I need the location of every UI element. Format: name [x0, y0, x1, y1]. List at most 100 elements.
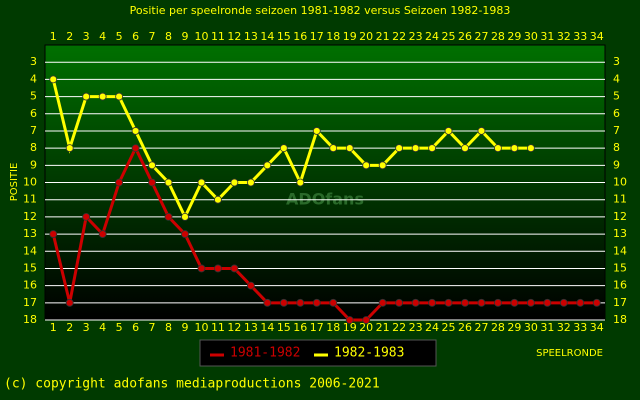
y-tick-label-right: 12	[613, 210, 627, 223]
x-tick-label: 10	[194, 321, 208, 334]
point	[362, 316, 371, 324]
point	[428, 144, 436, 153]
x-tick-label-top: 1	[50, 30, 57, 43]
x-tick-label-top: 23	[409, 30, 423, 43]
point	[230, 178, 239, 187]
x-tick-label: 3	[83, 321, 90, 334]
x-tick-label-top: 6	[132, 30, 139, 43]
x-tick-label: 32	[557, 321, 571, 334]
point	[296, 298, 305, 307]
point	[279, 298, 288, 307]
x-tick-label-top: 16	[293, 30, 307, 43]
point	[82, 212, 91, 221]
point	[411, 144, 420, 153]
x-tick-label-top: 18	[326, 30, 340, 43]
x-tick-label: 20	[359, 321, 373, 334]
x-tick-label: 22	[392, 321, 406, 334]
point	[477, 298, 486, 307]
point	[263, 298, 272, 307]
x-tick-label: 24	[425, 321, 439, 334]
y-tick-label-right: 10	[613, 176, 627, 189]
y-tick-label-right: 5	[613, 90, 620, 103]
x-tick-label: 16	[293, 321, 307, 334]
y-tick-label-right: 3	[613, 55, 620, 68]
point	[395, 298, 404, 307]
point	[543, 298, 552, 307]
x-tick-label: 7	[149, 321, 156, 334]
point	[98, 92, 107, 101]
point	[329, 298, 338, 307]
y-tick-label-right: 7	[613, 124, 620, 137]
y-tick-label-right: 4	[613, 72, 620, 85]
point	[131, 144, 140, 153]
y-tick-label-right: 11	[613, 193, 627, 206]
y-tick-label-right: 18	[613, 313, 627, 326]
x-tick-label-top: 14	[260, 30, 274, 43]
x-tick-label: 21	[376, 321, 390, 334]
x-tick-label-top: 7	[149, 30, 156, 43]
y-tick-label: 12	[23, 210, 37, 223]
x-tick-label: 34	[590, 321, 604, 334]
y-tick-label-right: 15	[613, 261, 627, 274]
x-tick-label: 6	[132, 321, 139, 334]
point	[148, 161, 156, 170]
x-tick-label-top: 34	[590, 30, 604, 43]
point	[312, 127, 321, 135]
x-tick-label: 19	[343, 321, 357, 334]
point	[181, 212, 189, 221]
x-tick-label: 30	[524, 321, 538, 334]
y-tick-label: 13	[23, 227, 37, 240]
x-tick-label: 2	[66, 321, 73, 334]
point	[49, 230, 58, 238]
point	[115, 92, 124, 101]
x-tick-label: 28	[491, 321, 505, 334]
y-tick-label-right: 16	[613, 279, 627, 292]
point	[477, 127, 486, 135]
legend-label: 1982-1983	[334, 346, 404, 361]
x-tick-label: 18	[326, 321, 340, 334]
point	[82, 92, 91, 101]
x-tick-label-top: 32	[557, 30, 571, 43]
point	[510, 144, 519, 153]
series-line	[51, 79, 531, 221]
x-tick-label: 26	[458, 321, 472, 334]
y-tick-label: 4	[30, 72, 37, 85]
x-tick-label-top: 21	[376, 30, 390, 43]
x-tick-label: 29	[507, 321, 521, 334]
point	[378, 298, 387, 307]
point	[444, 298, 453, 307]
point	[65, 298, 74, 307]
series-line	[51, 144, 597, 322]
x-tick-label: 33	[573, 321, 587, 334]
x-tick-label: 31	[540, 321, 554, 334]
point	[428, 298, 436, 307]
y-tick-label: 11	[23, 193, 37, 206]
point	[592, 298, 601, 307]
point	[526, 298, 535, 307]
point	[65, 144, 74, 153]
point	[263, 161, 272, 170]
y-tick-label: 6	[30, 107, 37, 120]
x-tick-label: 15	[277, 321, 291, 334]
x-tick-label-top: 9	[182, 30, 189, 43]
y-tick-label: 7	[30, 124, 37, 137]
x-tick-label-top: 8	[165, 30, 172, 43]
x-tick-label: 5	[116, 321, 123, 334]
x-tick-label-top: 28	[491, 30, 505, 43]
x-tick-label: 4	[99, 321, 106, 334]
y-tick-label-right: 13	[613, 227, 627, 240]
point	[230, 264, 239, 273]
y-tick-label-right: 17	[613, 296, 627, 309]
y-tick-label: 5	[30, 90, 37, 103]
point	[181, 230, 189, 238]
point	[559, 298, 568, 307]
point	[526, 144, 535, 153]
y-tick-label-right: 9	[613, 158, 620, 171]
x-tick-label-top: 15	[277, 30, 291, 43]
y-tick-label: 16	[23, 279, 37, 292]
x-tick-label-top: 29	[507, 30, 521, 43]
x-tick-label-top: 19	[343, 30, 357, 43]
x-tick-label-top: 20	[359, 30, 373, 43]
point	[444, 127, 453, 135]
point	[148, 178, 156, 187]
